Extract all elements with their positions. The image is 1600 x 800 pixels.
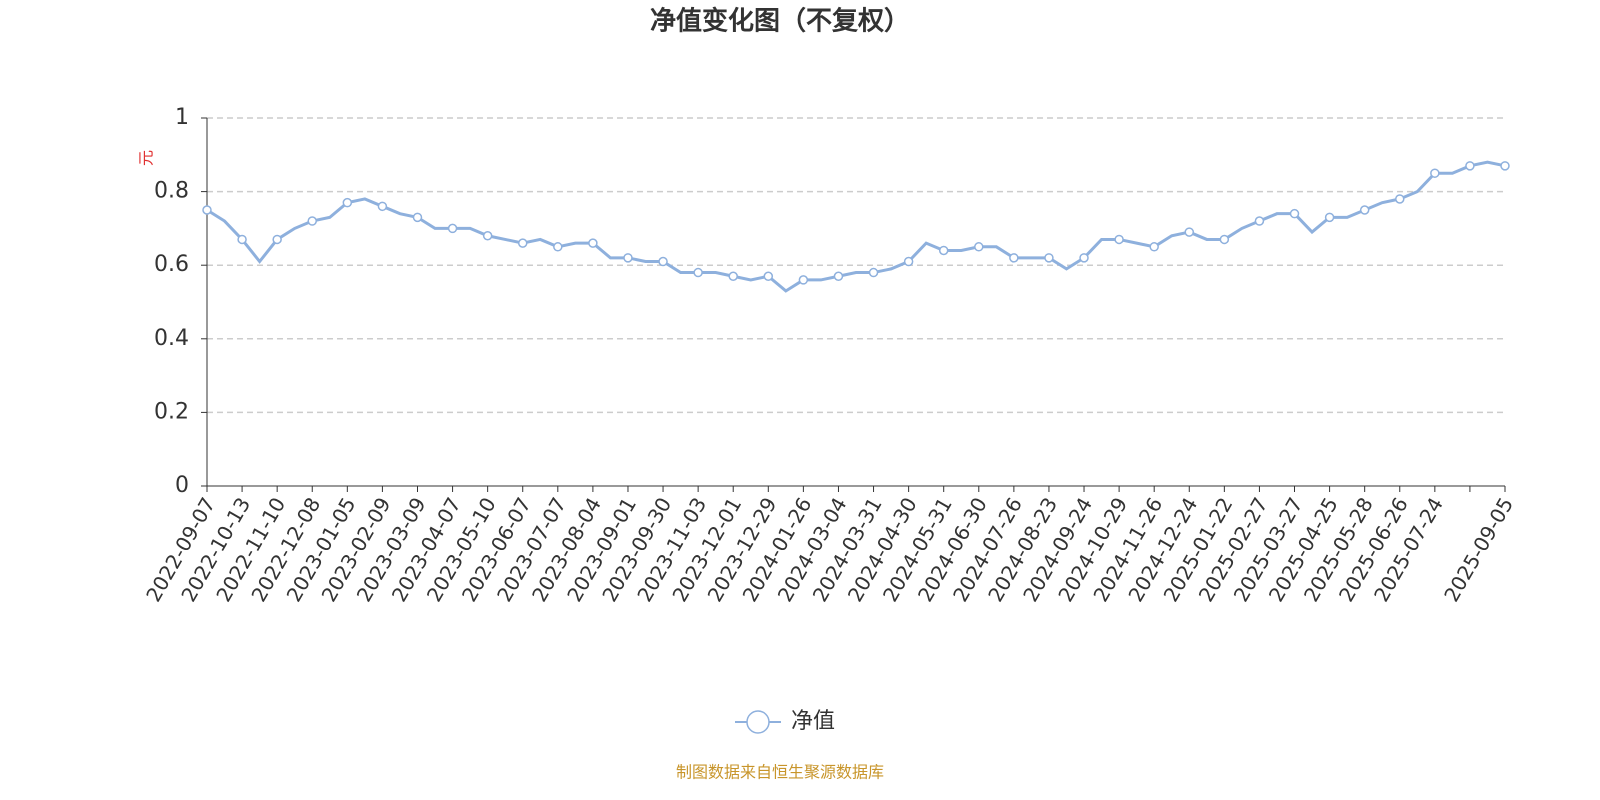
data-point <box>728 271 738 281</box>
y-axis-label: 元 <box>137 150 156 166</box>
data-point <box>1184 227 1195 237</box>
data-point <box>588 238 598 248</box>
data-point <box>1009 253 1019 263</box>
data-point <box>272 234 282 245</box>
chart-title: 净值变化图（不复权） <box>650 6 910 37</box>
data-point <box>1254 216 1265 226</box>
data-point <box>1430 168 1440 178</box>
data-point <box>763 271 774 281</box>
data-point <box>553 242 563 252</box>
data-point <box>868 267 879 278</box>
data-point <box>798 275 809 285</box>
x-tick-label: 2025-09-05 <box>1439 493 1518 606</box>
data-point <box>693 267 703 278</box>
data-point <box>447 223 458 234</box>
data-point <box>1079 253 1089 263</box>
data-point <box>938 245 949 256</box>
data-point <box>307 216 317 226</box>
y-tick-label: 1 <box>175 105 189 130</box>
data-point <box>517 238 528 248</box>
data-point <box>1149 242 1159 252</box>
data-point <box>1044 253 1054 263</box>
y-tick-label: 0.6 <box>154 252 189 277</box>
data-point <box>1324 212 1335 223</box>
y-tick-label: 0.4 <box>154 326 189 351</box>
data-point <box>1289 208 1300 219</box>
data-point <box>623 253 633 263</box>
data-point <box>1219 234 1230 245</box>
y-tick-label: 0 <box>175 473 189 498</box>
data-point <box>1465 161 1475 171</box>
data-point <box>1500 161 1510 171</box>
data-point <box>1114 234 1124 245</box>
data-point <box>377 201 388 212</box>
data-point <box>412 212 423 223</box>
data-point <box>202 205 212 215</box>
data-point <box>342 197 353 208</box>
legend-marker <box>746 710 770 734</box>
data-point <box>1395 194 1405 204</box>
y-tick-label: 0.8 <box>154 179 189 204</box>
data-point <box>833 271 844 281</box>
y-tick-label: 0.2 <box>154 399 189 424</box>
data-point <box>482 231 493 241</box>
data-line <box>206 160 1506 293</box>
data-point <box>903 256 914 267</box>
data-point <box>658 256 668 267</box>
source-note: 制图数据来自恒生聚源数据库 <box>676 763 884 782</box>
data-point <box>237 234 247 245</box>
legend-label: 净值 <box>791 709 835 734</box>
data-point <box>974 242 984 252</box>
data-point <box>1359 205 1370 215</box>
